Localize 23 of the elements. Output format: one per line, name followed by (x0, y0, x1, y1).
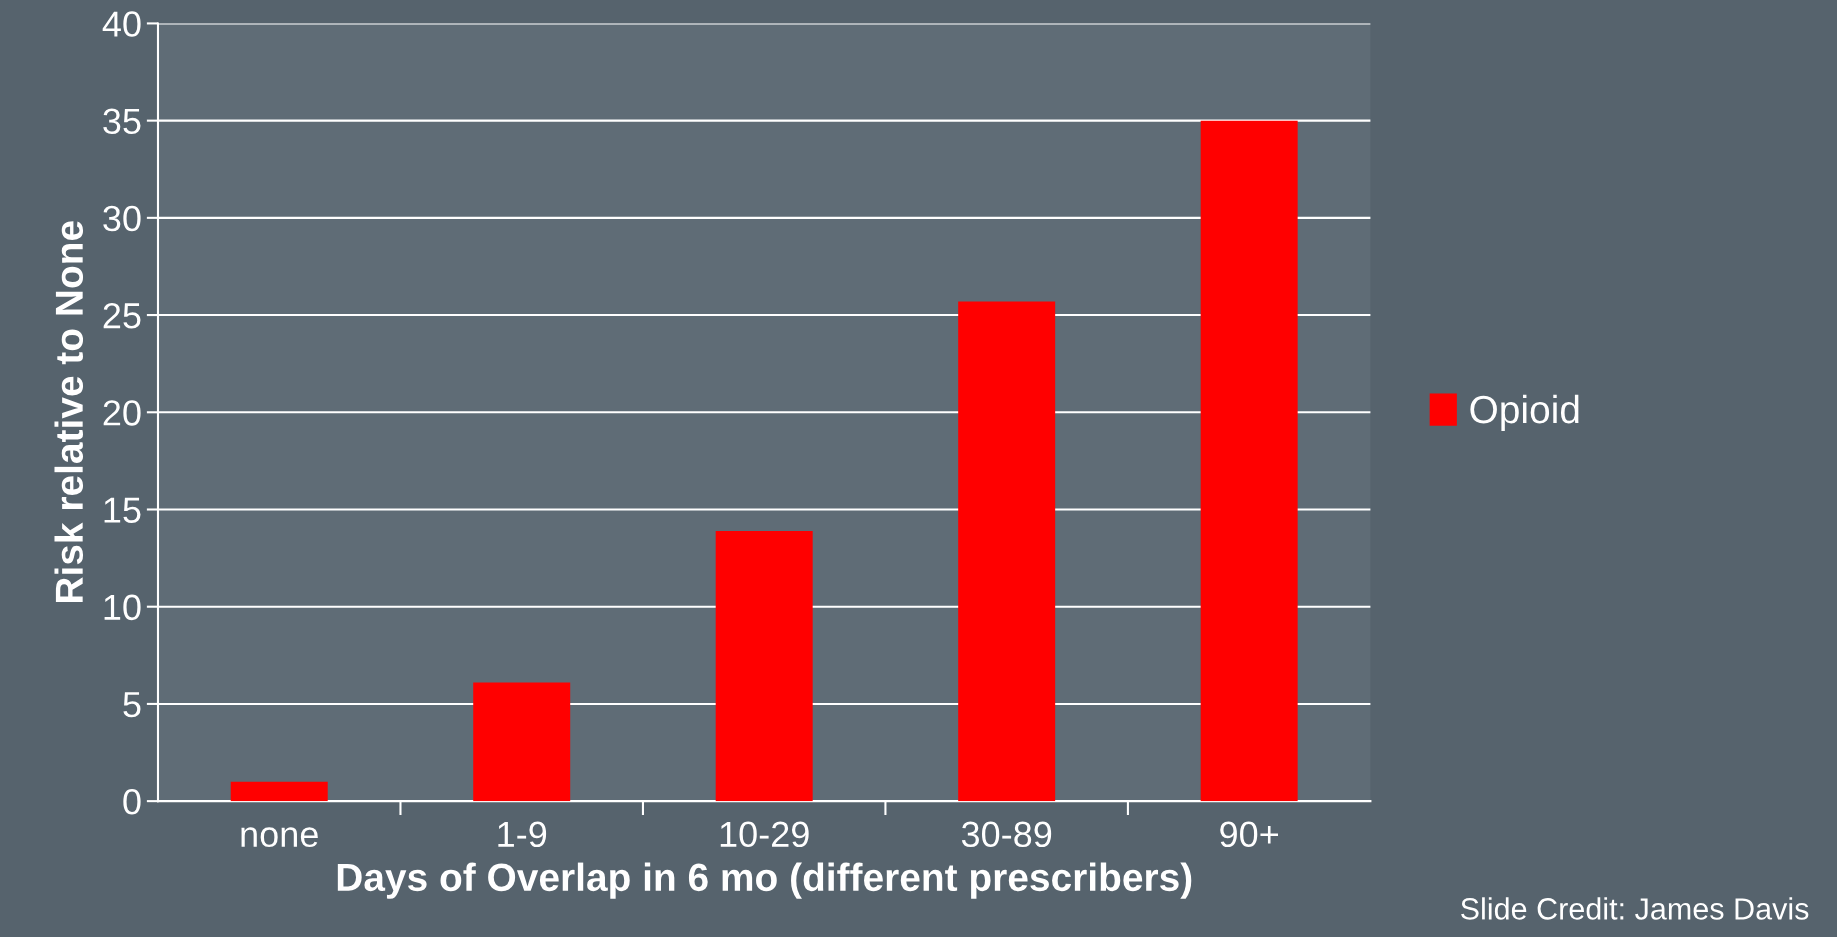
bar (1200, 120, 1298, 802)
x-tick-label: none (241, 827, 318, 848)
y-axis-title: Risk relative to None (54, 221, 84, 603)
y-tick-label: 40 (102, 11, 141, 37)
x-tick-label: 30-89 (961, 821, 1052, 848)
x-tick-label: 90+ (1220, 821, 1279, 848)
y-tick-label: 15 (104, 497, 141, 523)
bar (958, 301, 1056, 802)
x-tick-label: 1-9 (498, 821, 547, 848)
y-tick-label: 35 (103, 108, 141, 135)
bar (473, 682, 571, 802)
bar (715, 530, 813, 802)
y-tick-label: 25 (103, 302, 141, 329)
y-tick-label: 10 (104, 594, 141, 621)
y-tick-label: 20 (103, 400, 141, 426)
x-axis-title: Days of Overlap in 6 mo (different prescribers) (337, 862, 1192, 899)
text: Slide Credit: James Davis (1461, 897, 1809, 920)
y-tick-label: 5 (123, 692, 141, 718)
y-tick-label: 30 (103, 205, 141, 232)
bar (230, 781, 328, 802)
x-tick-label: 10-29 (720, 821, 809, 848)
y-tick-label: 0 (123, 789, 141, 815)
legend-label: Opioid (1470, 394, 1579, 432)
